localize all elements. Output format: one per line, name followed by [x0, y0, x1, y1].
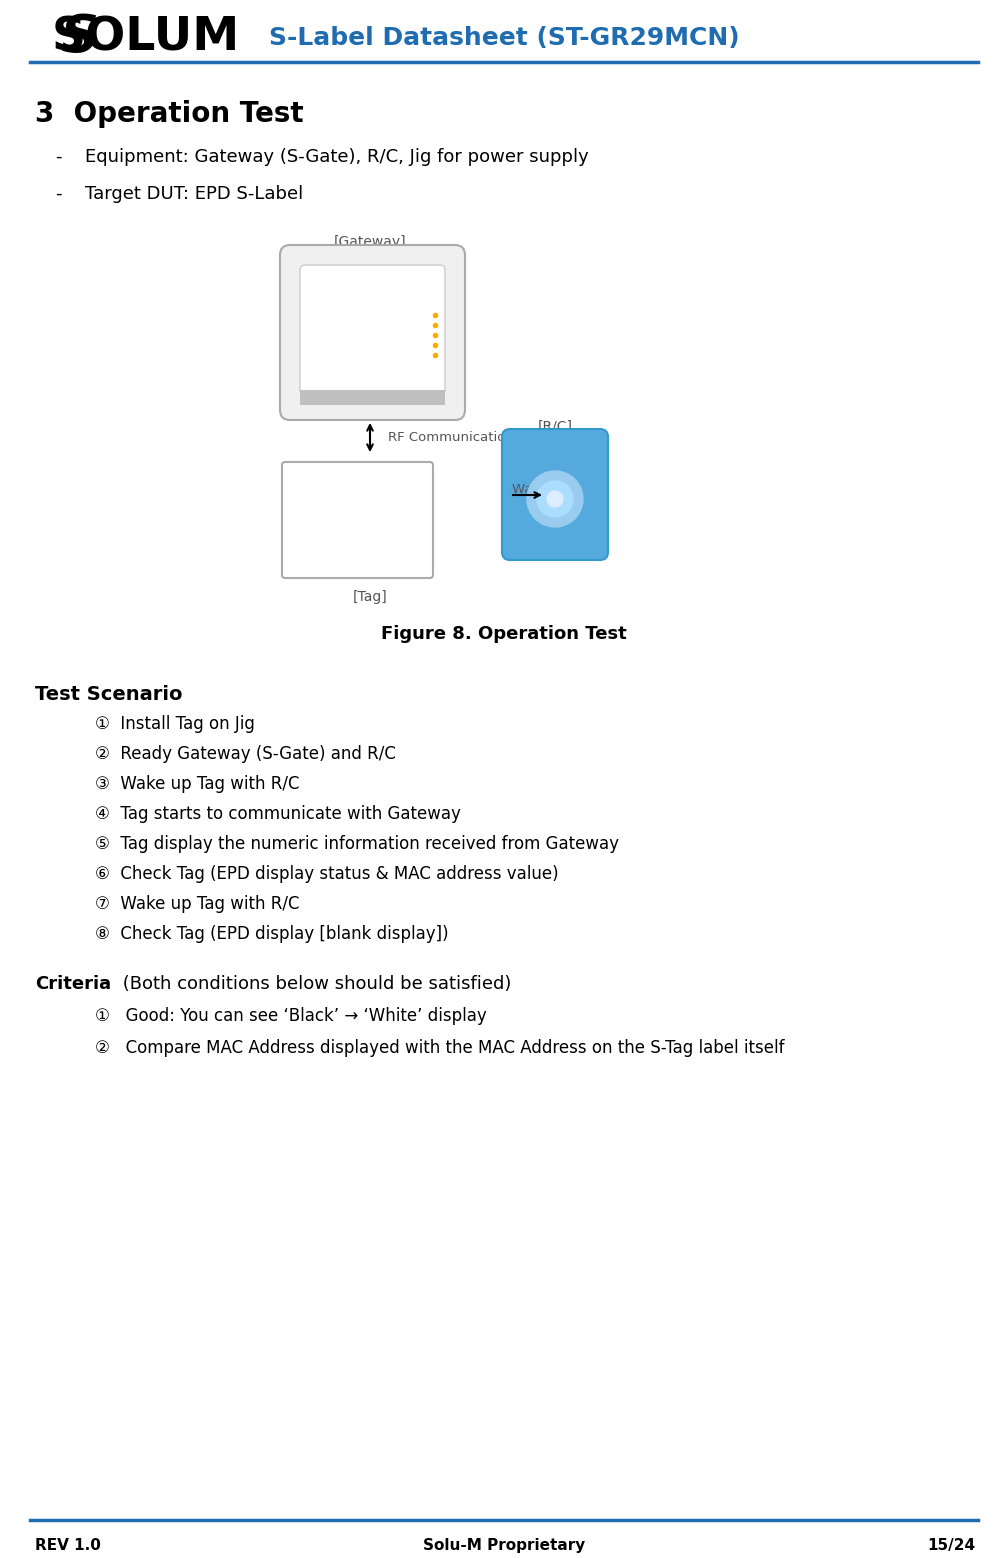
Text: Solu-M Proprietary: Solu-M Proprietary [423, 1538, 585, 1553]
Text: [Tag]: [Tag] [353, 590, 387, 605]
Circle shape [537, 481, 573, 517]
Text: ①  Install Tag on Jig: ① Install Tag on Jig [95, 715, 255, 732]
Text: ⑥  Check Tag (EPD display status & MAC address value): ⑥ Check Tag (EPD display status & MAC ad… [95, 865, 558, 883]
Text: -: - [55, 185, 61, 203]
Text: S-Label Datasheet (ST-GR29MCN): S-Label Datasheet (ST-GR29MCN) [269, 26, 739, 50]
Text: Equipment: Gateway (S-Gate), R/C, Jig for power supply: Equipment: Gateway (S-Gate), R/C, Jig fo… [85, 148, 589, 167]
Text: Criteria: Criteria [35, 975, 111, 992]
Text: Test Scenario: Test Scenario [35, 686, 182, 704]
Text: ③  Wake up Tag with R/C: ③ Wake up Tag with R/C [95, 774, 299, 793]
Text: ④  Tag starts to communicate with Gateway: ④ Tag starts to communicate with Gateway [95, 805, 461, 823]
Text: 3  Operation Test: 3 Operation Test [35, 100, 303, 128]
Text: (Both conditions below should be satisfied): (Both conditions below should be satisfi… [117, 975, 511, 992]
Text: S: S [60, 12, 98, 64]
Circle shape [527, 471, 583, 527]
Text: [Gateway]: [Gateway] [334, 235, 406, 249]
Text: 15/24: 15/24 [927, 1538, 975, 1553]
Circle shape [547, 491, 563, 506]
Text: [R/C]: [R/C] [537, 421, 573, 435]
Text: Target DUT: EPD S-Label: Target DUT: EPD S-Label [85, 185, 303, 203]
Text: SOLUM: SOLUM [52, 16, 240, 61]
Text: ⑧  Check Tag (EPD display [blank display]): ⑧ Check Tag (EPD display [blank display]… [95, 925, 449, 943]
FancyBboxPatch shape [300, 265, 445, 396]
FancyBboxPatch shape [282, 463, 433, 578]
Bar [300, 390, 445, 405]
Text: ⑤  Tag display the numeric information received from Gateway: ⑤ Tag display the numeric information re… [95, 835, 619, 852]
FancyBboxPatch shape [502, 428, 608, 559]
Text: Figure 8. Operation Test: Figure 8. Operation Test [381, 625, 627, 643]
Text: RF Communication: RF Communication [388, 430, 514, 444]
FancyBboxPatch shape [280, 245, 465, 421]
Text: ②   Compare MAC Address displayed with the MAC Address on the S-Tag label itself: ② Compare MAC Address displayed with the… [95, 1039, 784, 1056]
Text: Wake Up: Wake Up [512, 483, 571, 495]
Text: REV 1.0: REV 1.0 [35, 1538, 101, 1553]
Text: ⑦  Wake up Tag with R/C: ⑦ Wake up Tag with R/C [95, 894, 299, 913]
Text: ②  Ready Gateway (S-Gate) and R/C: ② Ready Gateway (S-Gate) and R/C [95, 745, 396, 763]
Text: -: - [55, 148, 61, 167]
Text: ①   Good: You can see ‘Black’ → ‘White’ display: ① Good: You can see ‘Black’ → ‘White’ di… [95, 1006, 487, 1025]
